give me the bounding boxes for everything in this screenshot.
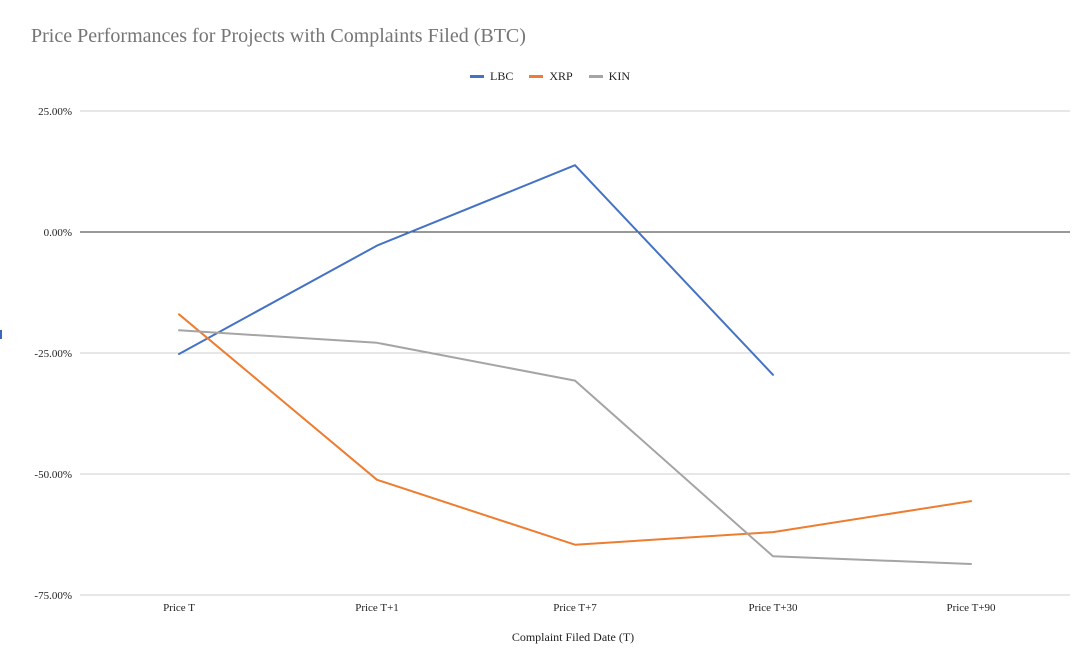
legend-item-xrp[interactable]: XRP — [529, 69, 573, 84]
y-tick-label: 25.00% — [38, 106, 72, 118]
legend-item-kin[interactable]: KIN — [588, 69, 630, 84]
y-tick-label: 0.00% — [44, 227, 72, 239]
y-tick-label: -50.00% — [34, 469, 72, 481]
legend-item-lbc[interactable]: LBC — [469, 69, 514, 84]
x-tick-label: Price T+90 — [946, 602, 996, 614]
chart-title: Price Performances for Projects with Com… — [31, 25, 526, 47]
legend-swatch-kin — [588, 75, 603, 78]
legend-swatch-lbc — [469, 75, 484, 78]
x-tick-label: Price T+1 — [355, 602, 399, 614]
x-tick-label: Price T — [163, 602, 195, 614]
x-axis-title: Complaint Filed Date (T) — [512, 630, 634, 644]
series-line-xrp[interactable] — [178, 313, 972, 546]
left-edge-marker — [0, 330, 2, 339]
legend-swatch-xrp — [529, 75, 544, 78]
x-tick-label: Price T+7 — [553, 602, 597, 614]
series-line-kin[interactable] — [178, 329, 972, 565]
legend-label-xrp: XRP — [549, 69, 573, 83]
legend: LBC XRP KIN — [0, 69, 1086, 84]
x-tick-label: Price T+30 — [748, 602, 798, 614]
series-line-lbc[interactable] — [178, 164, 774, 376]
legend-label-kin: KIN — [608, 69, 630, 83]
legend-label-lbc: LBC — [489, 69, 514, 83]
y-tick-label: -75.00% — [34, 590, 72, 602]
y-tick-label: -25.00% — [34, 348, 72, 360]
